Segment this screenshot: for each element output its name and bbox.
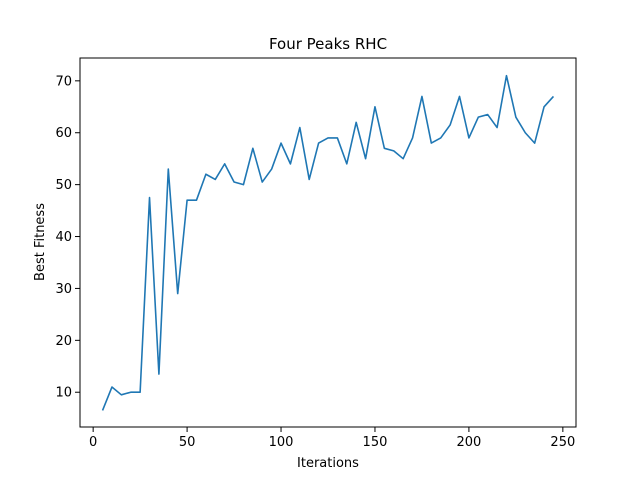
x-tick-label: 150: [363, 435, 388, 450]
axes-frame: [79, 57, 577, 428]
x-tick-label: 250: [550, 435, 575, 450]
x-tick-label: 0: [89, 435, 97, 450]
x-axis-label: Iterations: [297, 456, 359, 471]
y-tick-label: 10: [55, 386, 72, 401]
axis-ticks: 0 50 100 150 200 250 10 20 30 40 50 60 70: [55, 74, 575, 450]
y-tick-label: 50: [55, 178, 72, 193]
x-tick-label: 100: [269, 435, 294, 450]
y-tick-label: 40: [55, 230, 72, 245]
x-tick-label: 50: [179, 435, 196, 450]
x-tick-label: 200: [456, 435, 481, 450]
y-tick-label: 60: [55, 126, 72, 141]
chart-title: Four Peaks RHC: [269, 35, 387, 53]
y-tick-label: 70: [55, 74, 72, 89]
y-tick-label: 30: [55, 282, 72, 297]
y-tick-label: 20: [55, 334, 72, 349]
plot-area: [101, 74, 555, 411]
y-axis-label: Best Fitness: [33, 203, 48, 281]
